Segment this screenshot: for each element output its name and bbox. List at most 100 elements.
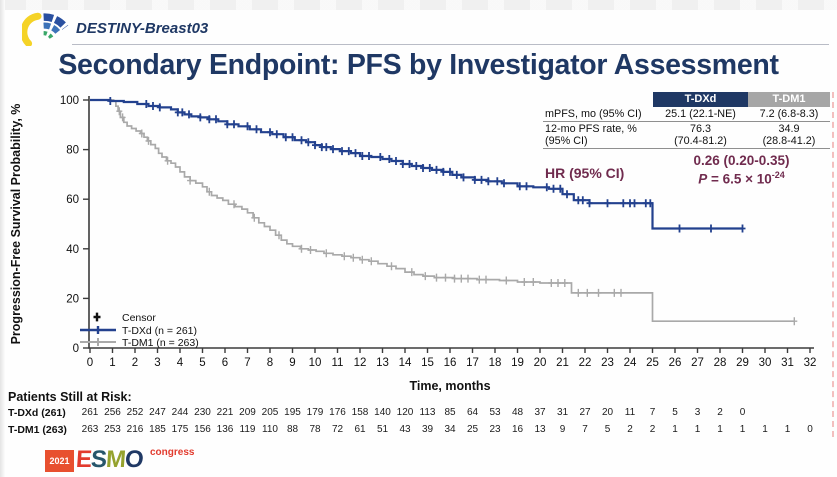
x-tick-label: 1 [109, 357, 115, 369]
legend-tdm1-marker [80, 338, 116, 346]
tdm1-censor-tick [388, 262, 395, 271]
tdm1-censor-tick [231, 200, 237, 209]
p-mid: = 6.5 × [707, 171, 757, 187]
at-risk-value: 113 [419, 407, 436, 418]
x-tick-label: 30 [759, 357, 772, 369]
stats-table: T-DXd T-DM1 mPFS, mo (95% CI) 25.1 (22.1… [543, 92, 830, 188]
y-tick-label: 20 [66, 293, 79, 305]
tdm1-censor-tick [276, 231, 282, 240]
tdxd-censor-tick [298, 136, 305, 145]
at-risk-value: 247 [149, 407, 166, 418]
tdxd-censor-tick [739, 224, 746, 233]
x-tick-label: 22 [579, 357, 592, 369]
rate12-tdm1-line1: 34.9 [778, 123, 800, 136]
x-tick-label: 25 [646, 357, 659, 369]
at-risk-value: 1 [762, 424, 768, 435]
tdm1-censor-tick [298, 244, 305, 253]
legend-tdm1-label: T-DM1 (n = 263) [122, 337, 199, 349]
tdxd-censor-tick [406, 160, 413, 168]
x-tick-label: 32 [804, 357, 817, 369]
tdm1-censor-tick [206, 187, 213, 196]
x-tick-label: 3 [154, 357, 160, 369]
rate12-tdxd-line1: 76.3 [689, 123, 711, 136]
tdm1-censor-tick [503, 276, 510, 285]
at-risk-value: 7 [582, 424, 588, 435]
y-tick-label: 100 [60, 95, 79, 107]
at-risk-row: T-DM1 (263) 263 253 216 185 175 156 136 119 110 88… [0, 424, 837, 438]
tdxd-censor-tick [399, 160, 406, 168]
tdm1-censor-tick [433, 273, 440, 282]
tdxd-censor-tick [339, 147, 345, 156]
legend-tdxd-marker [80, 326, 116, 334]
x-tick-label: 19 [511, 357, 524, 369]
tdm1-censor-tick [618, 288, 624, 297]
destiny-trial-logo-icon [22, 12, 69, 46]
x-tick-label: 29 [736, 357, 749, 369]
right-edge-dots [832, 92, 834, 437]
esmo-congress-label: congress [150, 447, 195, 458]
at-risk-row: T-DXd (261) 261 256 252 247 244 230 221 209 205 19… [0, 407, 837, 421]
tdxd-censor-tick [620, 199, 627, 208]
legend-censor-label: Censor [122, 312, 156, 324]
x-tick-label: 4 [177, 357, 184, 369]
tdxd-censor-tick [213, 115, 219, 124]
at-risk-value: 156 [194, 424, 211, 435]
tdxd-censor-tick [150, 102, 156, 110]
tdxd-censor-tick [179, 108, 186, 117]
tdm1-censor-tick [116, 107, 123, 116]
tdm1-censor-tick [548, 279, 555, 287]
at-risk-value: 23 [489, 424, 501, 435]
tdm1-censor-tick [521, 278, 528, 286]
tdm1-censor-tick [791, 317, 798, 326]
tdm1-curve [90, 99, 795, 323]
at-risk-value: 53 [489, 407, 501, 418]
rate12-tdm1-value: 34.9 (28.8-41.2) [748, 122, 830, 148]
tdm1-censor-tick [145, 136, 152, 145]
tdxd-censor-tick [647, 199, 654, 208]
tdm1-censor-tick [350, 253, 357, 262]
at-risk-value: 43 [399, 424, 411, 435]
tdxd-censor-tick [557, 184, 564, 193]
at-risk-value: 5 [604, 424, 611, 435]
at-risk-value: 2 [717, 407, 723, 418]
tdxd-censor-tick [244, 122, 251, 131]
at-risk-value: 175 [171, 424, 189, 435]
tdxd-censor-tick [386, 155, 393, 163]
at-risk-value: 51 [376, 424, 389, 435]
at-risk-value: 176 [329, 407, 346, 418]
at-risk-title: Patients Still at Risk: [8, 390, 132, 404]
x-tick-label: 23 [601, 357, 614, 369]
tdxd-censor-tick [453, 170, 460, 179]
tdm1-censor-tick [368, 257, 375, 266]
hr-value: 0.26 (0.20-0.35) [693, 153, 790, 169]
p-symbol: P [698, 171, 708, 187]
at-risk-value: 37 [534, 407, 546, 418]
x-axis-title: Time, months [409, 379, 491, 393]
at-risk-value: 2 [627, 424, 633, 435]
tdxd-censor-tick [485, 177, 492, 186]
legend-censor-marker [93, 312, 101, 322]
x-tick-label: 6 [222, 357, 228, 369]
at-risk-value: 20 [601, 407, 614, 418]
tdxd-censor-tick [586, 199, 593, 208]
at-risk-value: 7 [649, 407, 656, 418]
tdm1-censor-tick [119, 113, 126, 122]
x-tick-label: 5 [199, 357, 205, 369]
tdm1-censor-tick [476, 275, 483, 284]
at-risk-value: 85 [444, 407, 456, 418]
mpfs-label: mPFS, mo (95% CI) [545, 108, 642, 120]
column-header-tdxd: T-DXd [653, 92, 748, 107]
tdm1-censor-tick [323, 249, 330, 258]
tdm1-censor-tick [451, 274, 458, 283]
at-risk-value: 25 [466, 424, 479, 435]
at-risk-value: 221 [216, 407, 234, 418]
tdm1-censor-tick [483, 275, 489, 284]
tdxd-censor-tick [206, 115, 213, 124]
tdxd-censor-tick [352, 149, 359, 158]
y-tick-label: 60 [66, 194, 79, 206]
tdxd-censor-tick [523, 182, 530, 191]
tdxd-censor-tick [433, 165, 440, 174]
at-risk-value: 1 [717, 424, 723, 435]
esmo-letter: M [105, 446, 127, 473]
